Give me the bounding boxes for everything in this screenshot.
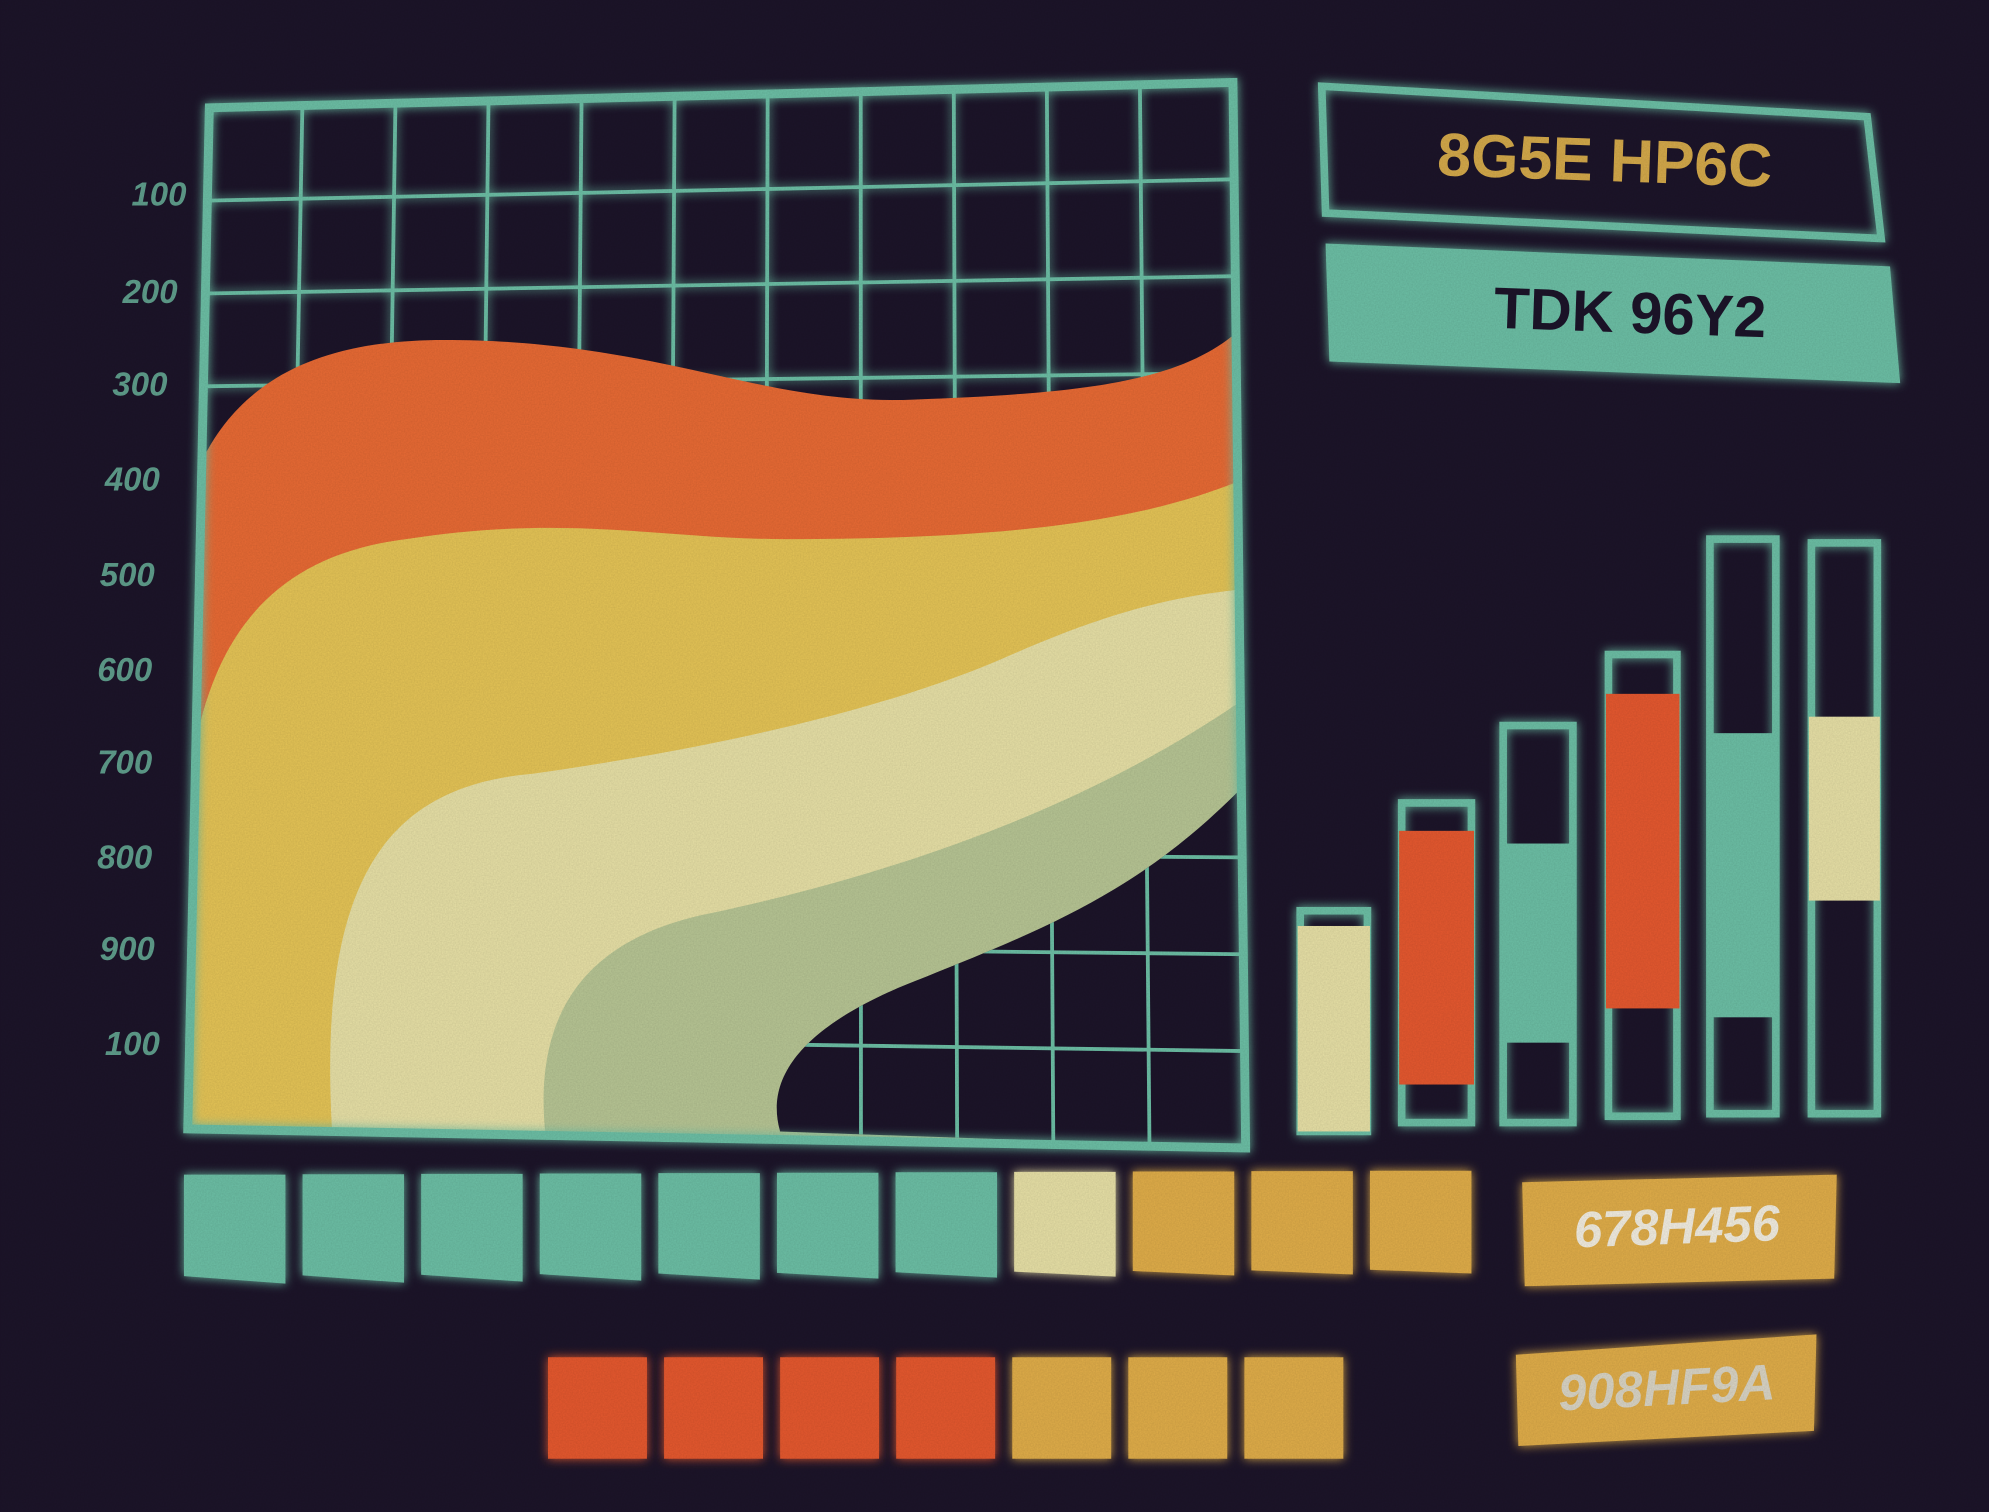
y-axis-label: 700 [97,744,153,781]
cell [302,1174,405,1283]
cell [1369,1170,1472,1274]
cell [1251,1171,1353,1275]
bar-fill [1808,716,1880,901]
waves [187,332,1246,1148]
cell [780,1357,880,1459]
cell [421,1173,523,1282]
y-axis-label: 200 [122,273,179,310]
cell [1014,1171,1116,1277]
y-axis-label: 500 [100,556,156,593]
cell [1012,1357,1112,1459]
bar-fill [1399,830,1474,1085]
cell [895,1172,998,1278]
y-axis-label: 400 [104,461,161,498]
bar-fill [1500,843,1576,1043]
cell [658,1173,760,1280]
y-axis-label: 600 [97,651,153,688]
y-axis-label: 900 [100,930,156,967]
bar-fill [1605,693,1680,1009]
cell [1132,1171,1235,1276]
y-axis-label: 800 [97,839,153,876]
code-text: 8G5E HP6C [1436,120,1773,200]
cell [896,1357,996,1459]
y-axis-label: 100 [105,1025,161,1062]
cell [664,1357,764,1459]
readout-text: 678H456 [1573,1194,1782,1258]
cell [548,1357,647,1459]
bar-fill [1297,925,1370,1132]
cell [539,1173,642,1281]
readout-text: 908HF9A [1557,1353,1777,1421]
cell [183,1174,286,1284]
cell [1128,1357,1228,1459]
cell [776,1172,879,1279]
cell [1244,1357,1344,1459]
model-text: TDK 96Y2 [1493,276,1767,350]
y-axis-label: 100 [131,175,187,212]
bar-fill [1707,733,1779,1018]
y-axis-label: 300 [112,366,168,403]
